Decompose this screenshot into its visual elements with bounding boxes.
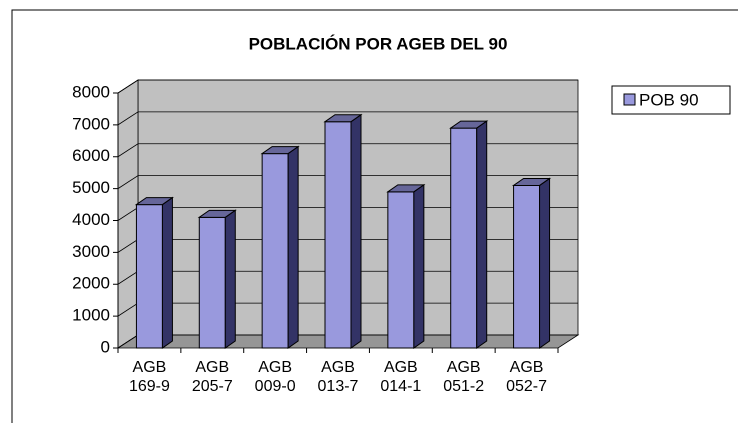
bar-side <box>287 145 299 349</box>
bar-front <box>198 216 226 349</box>
bar <box>260 145 300 349</box>
bar-side <box>539 177 551 349</box>
y-tick-label: 6000 <box>72 146 110 165</box>
grid-line <box>117 111 578 126</box>
bar-side <box>476 120 488 349</box>
bar-top <box>197 209 237 218</box>
x-tick-label: AGB 169-9 <box>128 359 170 395</box>
y-tick-label: 0 <box>101 337 110 356</box>
x-tick-label: AGB 009-0 <box>254 359 296 395</box>
bar-top <box>386 184 426 193</box>
y-tick-label: 8000 <box>72 82 110 101</box>
bar-front <box>135 204 163 349</box>
bar <box>323 113 363 349</box>
y-tick-label: 1000 <box>72 306 110 325</box>
grid-line <box>117 79 578 94</box>
bar-top <box>134 197 175 206</box>
x-tick-label: AGB 013-7 <box>317 359 359 395</box>
bar-top <box>260 146 300 155</box>
y-tick-label: 3000 <box>72 242 110 261</box>
chart-title: POBLACIÓN POR AGEB DEL 90 <box>249 34 508 53</box>
x-tick-label: AGB 014-1 <box>380 359 422 395</box>
bar <box>197 209 237 349</box>
bar-top <box>323 114 363 123</box>
bar-top <box>511 177 552 186</box>
x-tick-label: AGB 052-7 <box>506 359 548 395</box>
bar-side <box>224 209 236 349</box>
bar-front <box>387 191 415 349</box>
grid-line <box>117 175 578 189</box>
y-tick-label: 2000 <box>72 274 110 293</box>
y-tick-label: 4000 <box>72 210 110 229</box>
bar <box>134 196 175 349</box>
grid-line <box>117 143 578 158</box>
bar-front <box>261 153 289 349</box>
bar <box>511 177 552 349</box>
bar <box>386 183 426 349</box>
y-tick-label: 5000 <box>72 178 110 197</box>
y-tick-label: 7000 <box>72 114 110 133</box>
bar-side <box>350 113 362 349</box>
bar-top <box>449 120 489 129</box>
bar-side <box>161 196 173 349</box>
x-tick-label: AGB 205-7 <box>191 359 233 395</box>
x-tick-label: AGB 051-2 <box>443 359 485 395</box>
legend-label: POB 90 <box>639 90 699 109</box>
legend-swatch <box>623 93 636 106</box>
bar-side <box>413 183 425 349</box>
bar-front <box>513 184 541 349</box>
bar-front <box>324 121 352 349</box>
bar-front <box>450 127 478 349</box>
bar <box>449 120 489 349</box>
